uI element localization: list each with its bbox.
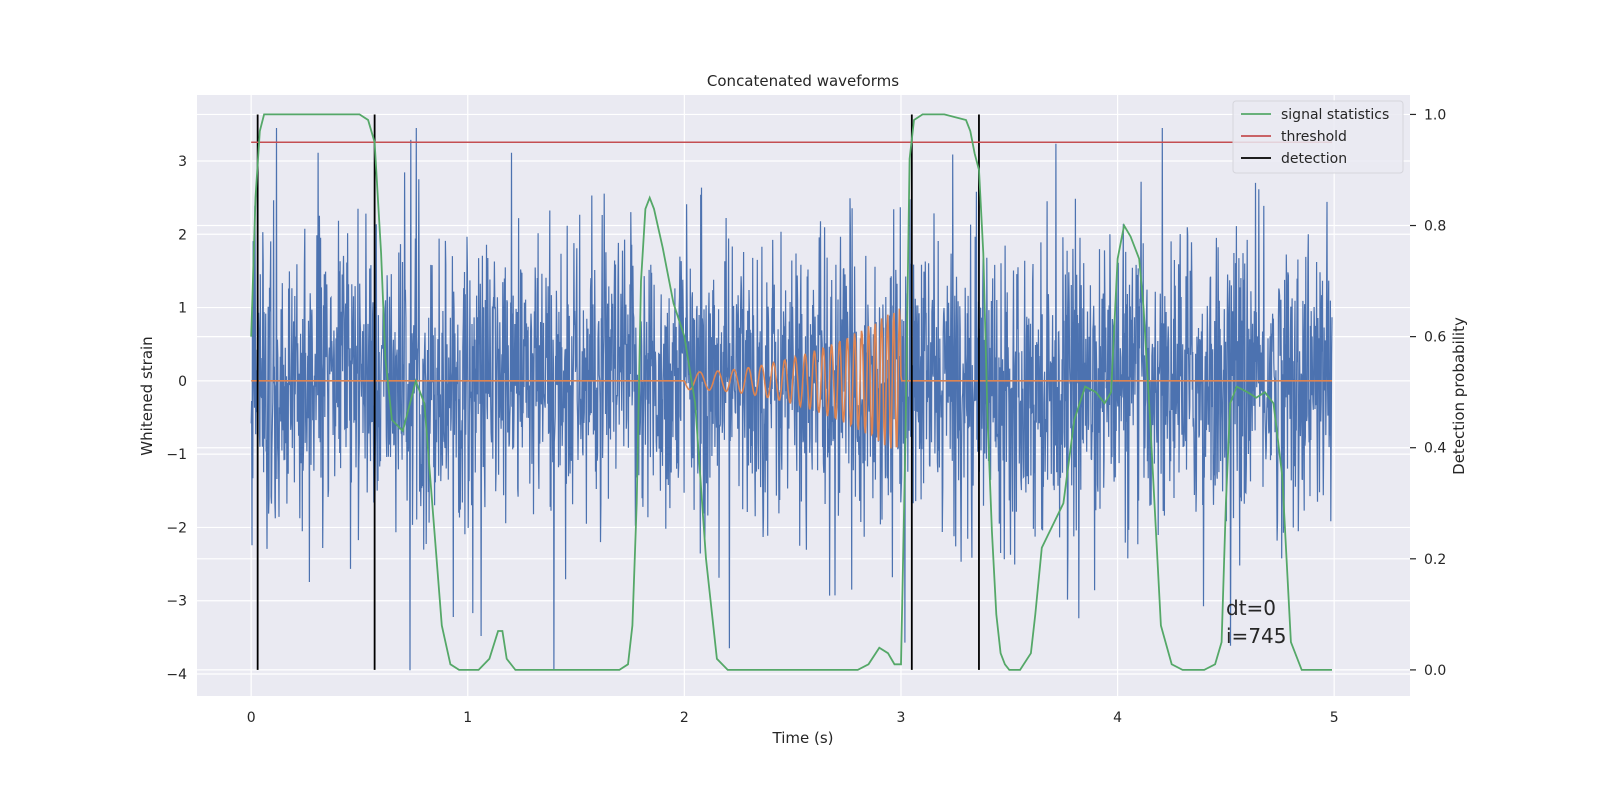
y-tick-label: 0 bbox=[178, 374, 187, 390]
y2-tick-label: 1.0 bbox=[1424, 107, 1446, 123]
y2-tick-labels: 0.0 0.2 0.4 0.6 0.8 1.0 bbox=[1410, 107, 1446, 679]
annotation-dt: dt=0 bbox=[1226, 596, 1276, 620]
x-tick-label: 2 bbox=[680, 710, 689, 726]
injected-waveform-series bbox=[251, 308, 1332, 449]
signal-statistics-series bbox=[250, 113, 1332, 671]
y-tick-label: 3 bbox=[178, 154, 187, 170]
annotation-index: i=745 bbox=[1226, 624, 1287, 648]
y-tick-label: −3 bbox=[166, 594, 187, 610]
x-tick-label: 0 bbox=[247, 710, 256, 726]
legend-label-threshold: threshold bbox=[1281, 129, 1347, 145]
legend: signal statistics threshold detection bbox=[1232, 100, 1404, 174]
y2-tick-label: 0.0 bbox=[1424, 663, 1446, 679]
chart-title: Concatenated waveforms bbox=[707, 72, 899, 90]
y-tick-label: −1 bbox=[166, 447, 187, 463]
x-tick-label: 1 bbox=[463, 710, 472, 726]
x-axis-label: Time (s) bbox=[772, 729, 834, 747]
y2-tick-label: 0.2 bbox=[1424, 552, 1446, 568]
x-tick-labels: 0 1 2 3 4 5 bbox=[247, 710, 1339, 726]
x-tick-label: 3 bbox=[897, 710, 906, 726]
x-tick-label: 4 bbox=[1113, 710, 1122, 726]
y2-tick-label: 0.4 bbox=[1424, 441, 1446, 457]
y-tick-labels: −4 −3 −2 −1 0 1 2 3 bbox=[166, 154, 187, 683]
y2-axis-label: Detection probability bbox=[1450, 317, 1468, 475]
legend-box bbox=[1232, 100, 1404, 174]
detection-series bbox=[256, 114, 980, 670]
y-tick-label: 2 bbox=[178, 227, 187, 243]
strain-noise-series bbox=[250, 127, 1333, 671]
y2-tick-label: 0.8 bbox=[1424, 219, 1446, 235]
x-tick-label: 5 bbox=[1330, 710, 1339, 726]
y-tick-label: 1 bbox=[178, 301, 187, 317]
y-axis-label: Whitened strain bbox=[138, 336, 156, 455]
y-tick-label: −4 bbox=[166, 667, 187, 683]
y-tick-label: −2 bbox=[166, 520, 187, 536]
legend-label-signal-statistics: signal statistics bbox=[1281, 107, 1389, 123]
legend-label-detection: detection bbox=[1281, 151, 1347, 167]
y2-tick-label: 0.6 bbox=[1424, 330, 1446, 346]
